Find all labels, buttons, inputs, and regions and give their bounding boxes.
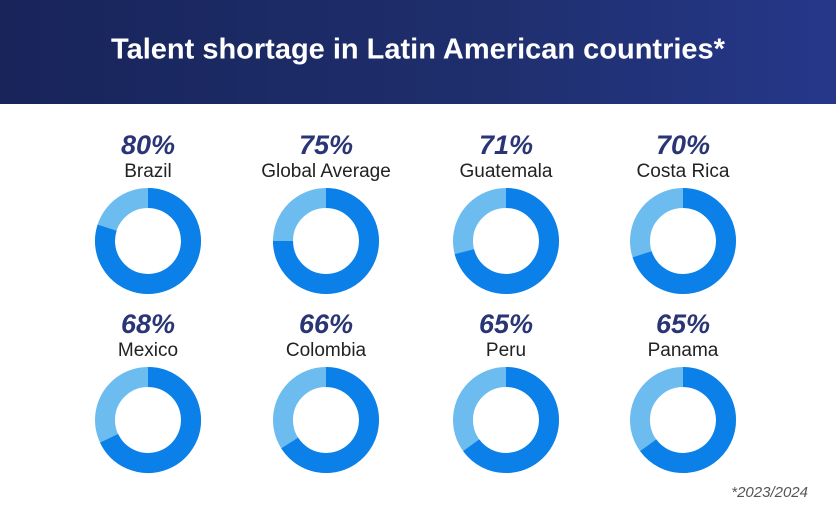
donut-segment (281, 367, 379, 473)
value-label: 71% (479, 130, 533, 160)
donut-segment (463, 367, 559, 473)
category-label: Guatemala (460, 161, 553, 182)
category-label: Mexico (118, 340, 178, 361)
donut-segment (273, 188, 379, 294)
value-label: 75% (299, 130, 353, 160)
footnote: *2023/2024 (731, 484, 808, 501)
category-label: Costa Rica (637, 161, 730, 182)
donut-segment (632, 188, 736, 294)
category-label: Brazil (124, 161, 172, 182)
chart-title: Talent shortage in Latin American countr… (111, 34, 726, 66)
donut-segment (95, 188, 201, 294)
donut-segment (640, 367, 736, 473)
value-label: 80% (121, 130, 175, 160)
value-label: 65% (656, 309, 710, 339)
donut-segment (454, 188, 559, 294)
value-label: 68% (121, 309, 175, 339)
value-label: 66% (299, 309, 353, 339)
donut-segment (100, 367, 201, 473)
value-label: 65% (479, 309, 533, 339)
category-label: Colombia (286, 340, 367, 361)
category-label: Global Average (261, 161, 391, 182)
value-label: 70% (656, 130, 710, 160)
header-band (0, 0, 836, 104)
category-label: Peru (486, 340, 526, 361)
category-label: Panama (648, 340, 719, 361)
